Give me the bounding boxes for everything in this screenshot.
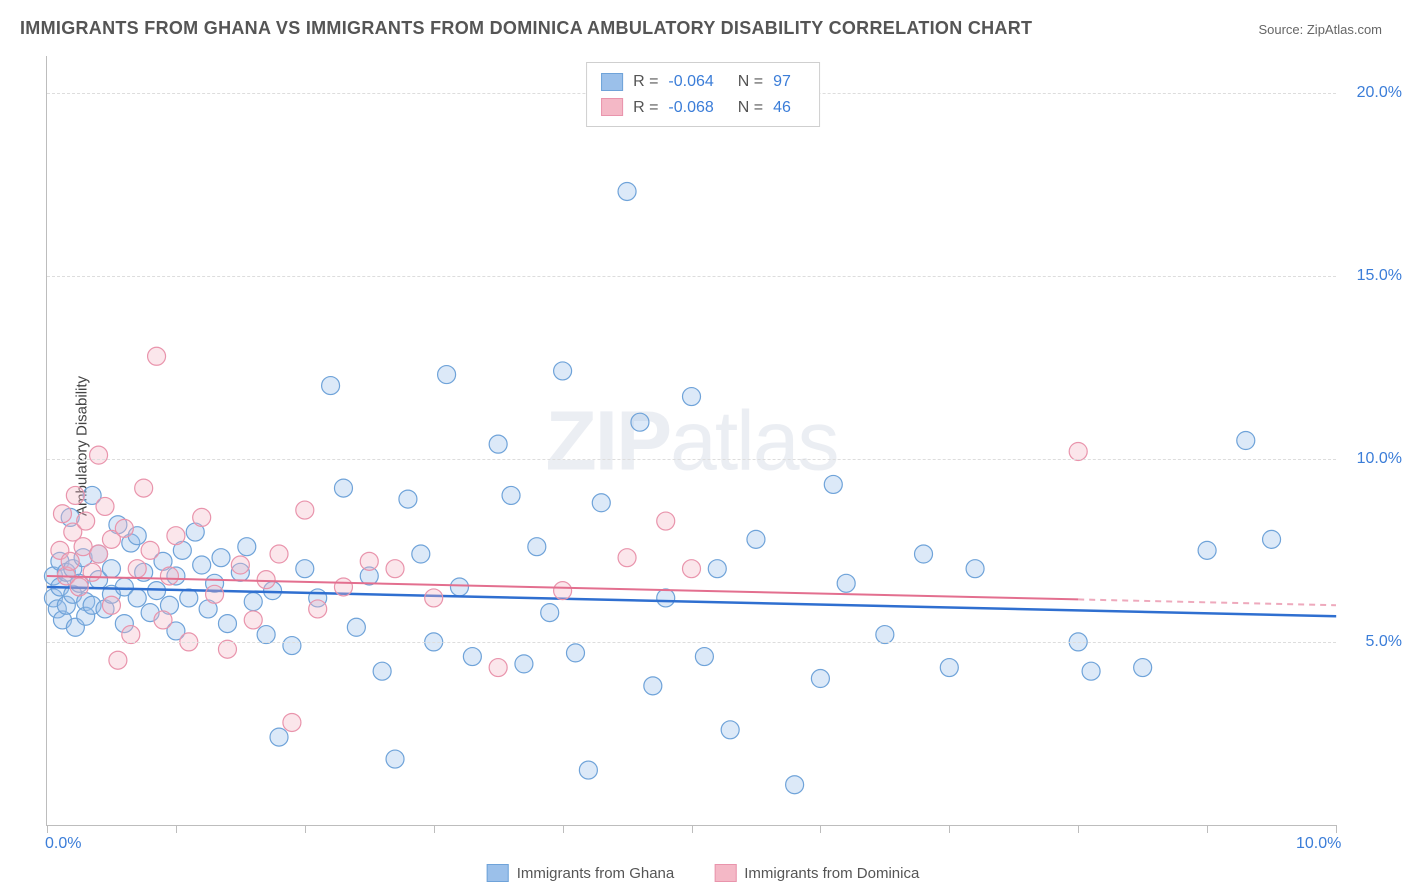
r-value-dominica: -0.068	[668, 95, 713, 121]
n-label: N =	[738, 95, 763, 121]
bottom-legend: Immigrants from Ghana Immigrants from Do…	[487, 864, 920, 882]
r-label: R =	[633, 69, 658, 95]
y-tick-label: 20.0%	[1357, 84, 1402, 102]
x-tick-label: 0.0%	[45, 835, 81, 853]
legend-label-ghana: Immigrants from Ghana	[517, 865, 675, 882]
stat-row-dominica: R = -0.068 N = 46	[601, 95, 805, 121]
n-value-ghana: 97	[773, 69, 791, 95]
x-tick-label: 10.0%	[1296, 835, 1341, 853]
swatch-ghana	[601, 73, 623, 91]
y-tick-label: 10.0%	[1357, 450, 1402, 468]
y-tick-label: 15.0%	[1357, 267, 1402, 285]
source-label: Source: ZipAtlas.com	[1258, 22, 1382, 37]
n-label: N =	[738, 69, 763, 95]
plot-area: ZIPatlas 5.0%10.0%15.0%20.0%0.0%10.0%	[46, 56, 1336, 826]
plot-svg	[47, 56, 1336, 825]
swatch-ghana	[487, 864, 509, 882]
legend-label-dominica: Immigrants from Dominica	[744, 865, 919, 882]
chart-title: IMMIGRANTS FROM GHANA VS IMMIGRANTS FROM…	[20, 18, 1032, 39]
swatch-dominica	[601, 98, 623, 116]
stat-legend: R = -0.064 N = 97 R = -0.068 N = 46	[586, 62, 820, 127]
r-value-ghana: -0.064	[668, 69, 713, 95]
legend-item-ghana: Immigrants from Ghana	[487, 864, 675, 882]
r-label: R =	[633, 95, 658, 121]
legend-item-dominica: Immigrants from Dominica	[714, 864, 919, 882]
n-value-dominica: 46	[773, 95, 791, 121]
y-tick-label: 5.0%	[1366, 633, 1402, 651]
stat-row-ghana: R = -0.064 N = 97	[601, 69, 805, 95]
swatch-dominica	[714, 864, 736, 882]
